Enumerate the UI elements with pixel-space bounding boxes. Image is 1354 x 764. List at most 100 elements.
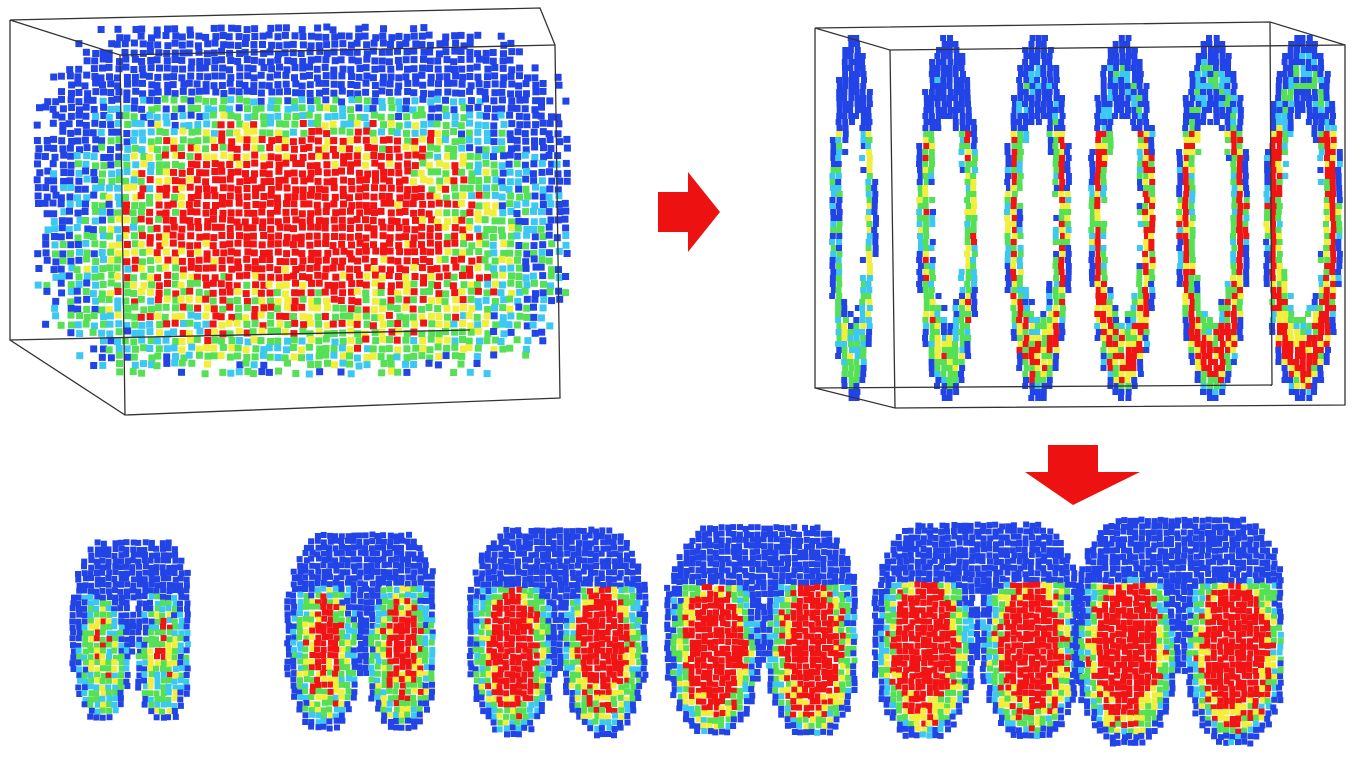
point	[854, 335, 860, 341]
point	[498, 112, 505, 119]
point	[108, 257, 115, 264]
point	[1058, 263, 1064, 269]
point	[275, 184, 282, 191]
point	[355, 104, 362, 111]
point	[131, 50, 138, 57]
point	[210, 321, 217, 328]
point	[146, 154, 153, 161]
point	[1131, 293, 1137, 299]
point	[1183, 227, 1189, 233]
point	[458, 32, 465, 39]
point	[1288, 89, 1294, 95]
point	[323, 130, 330, 137]
point	[60, 241, 67, 248]
point	[452, 264, 459, 271]
point	[1126, 347, 1132, 353]
point	[507, 169, 514, 176]
point	[75, 178, 82, 185]
point	[362, 216, 369, 223]
point	[1136, 341, 1142, 347]
point	[203, 129, 210, 136]
point	[867, 155, 873, 161]
point	[930, 305, 936, 311]
point	[323, 266, 330, 273]
point	[138, 216, 145, 223]
point	[75, 98, 82, 105]
point	[108, 170, 115, 177]
point	[523, 90, 530, 97]
point	[227, 80, 234, 87]
point	[58, 200, 65, 207]
point	[1313, 311, 1319, 317]
point	[99, 558, 105, 564]
point	[122, 64, 129, 71]
point	[1059, 227, 1065, 233]
point	[1237, 209, 1243, 215]
point	[929, 371, 935, 377]
point	[1101, 281, 1107, 287]
point	[837, 83, 843, 89]
point	[1030, 89, 1036, 95]
point	[1182, 293, 1188, 299]
point	[378, 162, 385, 169]
point	[250, 65, 257, 72]
point	[531, 74, 538, 81]
point	[1311, 365, 1317, 371]
point	[243, 98, 250, 105]
point	[211, 82, 218, 89]
point	[156, 202, 163, 209]
point	[499, 304, 506, 311]
point	[1125, 335, 1131, 341]
point	[362, 336, 369, 343]
point	[475, 104, 482, 111]
point	[410, 353, 417, 360]
point	[1324, 239, 1330, 245]
point	[210, 345, 217, 352]
point	[508, 66, 515, 73]
point	[67, 130, 74, 137]
point	[235, 264, 242, 271]
point	[1017, 65, 1023, 71]
point	[1053, 251, 1059, 257]
point	[290, 313, 297, 320]
point	[947, 389, 953, 395]
point	[1195, 329, 1201, 335]
point	[82, 619, 88, 625]
point	[1324, 257, 1330, 263]
point	[436, 50, 443, 57]
point	[90, 169, 97, 176]
point	[848, 323, 854, 329]
point	[1330, 203, 1336, 209]
point	[1189, 161, 1195, 167]
point	[1100, 347, 1106, 353]
point	[515, 250, 522, 257]
point	[291, 320, 298, 327]
point	[923, 275, 929, 281]
point	[1023, 137, 1029, 143]
point	[346, 353, 353, 360]
point	[538, 264, 545, 271]
point	[178, 163, 185, 170]
point	[936, 317, 942, 323]
point	[388, 120, 395, 127]
point	[1276, 185, 1282, 191]
point	[146, 73, 153, 80]
point	[92, 298, 99, 305]
point	[322, 194, 329, 201]
point	[451, 344, 458, 351]
point	[195, 96, 202, 103]
point	[43, 288, 50, 295]
point	[872, 239, 878, 245]
point	[203, 265, 210, 272]
point	[307, 97, 314, 104]
point	[1275, 197, 1281, 203]
point	[1108, 347, 1114, 353]
point	[453, 305, 460, 312]
point	[1016, 101, 1022, 107]
point	[1042, 89, 1048, 95]
point	[58, 233, 65, 240]
point	[1176, 269, 1182, 275]
point	[849, 389, 855, 395]
point	[148, 120, 155, 127]
point	[1053, 227, 1059, 233]
